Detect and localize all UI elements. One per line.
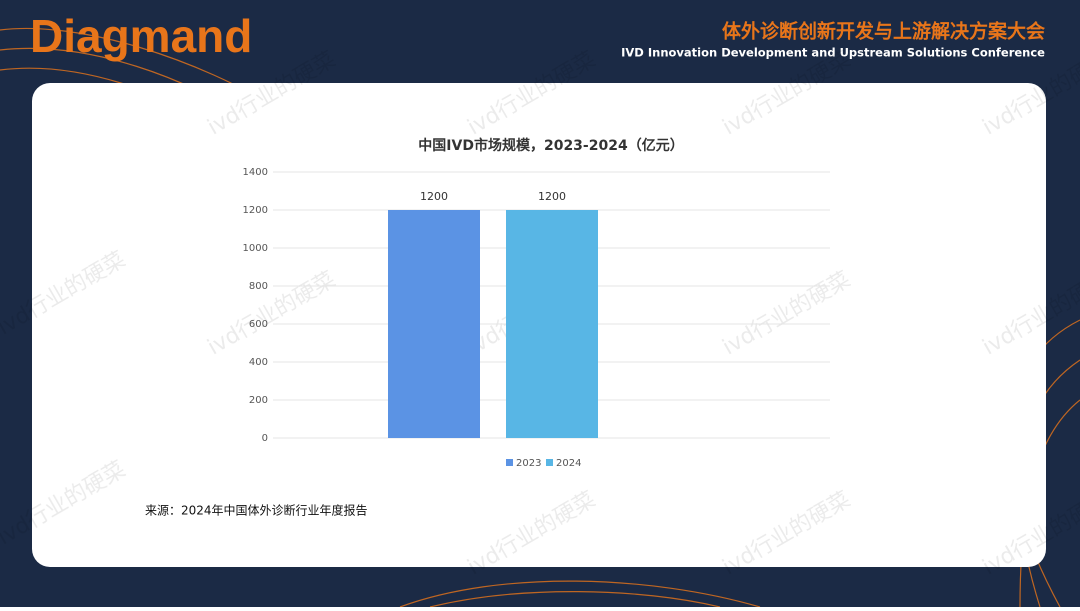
y-tick-label: 800 bbox=[249, 281, 268, 292]
data-label: 1200 bbox=[420, 190, 448, 203]
legend-label: 2023 bbox=[516, 458, 541, 469]
chart-title: 中国IVD市场规模，2023-2024（亿元） bbox=[418, 137, 683, 154]
legend-label: 2024 bbox=[556, 458, 581, 469]
bar bbox=[388, 210, 480, 438]
y-tick-label: 1000 bbox=[243, 243, 268, 254]
bar bbox=[506, 210, 598, 438]
legend-swatch bbox=[546, 459, 553, 466]
title-cn: 体外诊断创新开发与上游解决方案大会 bbox=[722, 20, 1045, 43]
y-tick-label: 1200 bbox=[243, 205, 268, 216]
data-label: 1200 bbox=[538, 190, 566, 203]
y-tick-label: 400 bbox=[249, 357, 268, 368]
y-tick-label: 0 bbox=[262, 433, 268, 444]
y-tick-label: 200 bbox=[249, 395, 268, 406]
y-tick-label: 600 bbox=[249, 319, 268, 330]
legend-swatch bbox=[506, 459, 513, 466]
source: 来源：2024年中国体外诊断行业年度报告 bbox=[145, 503, 368, 518]
logo: Diagmand bbox=[30, 10, 252, 62]
y-tick-label: 1400 bbox=[243, 167, 268, 178]
